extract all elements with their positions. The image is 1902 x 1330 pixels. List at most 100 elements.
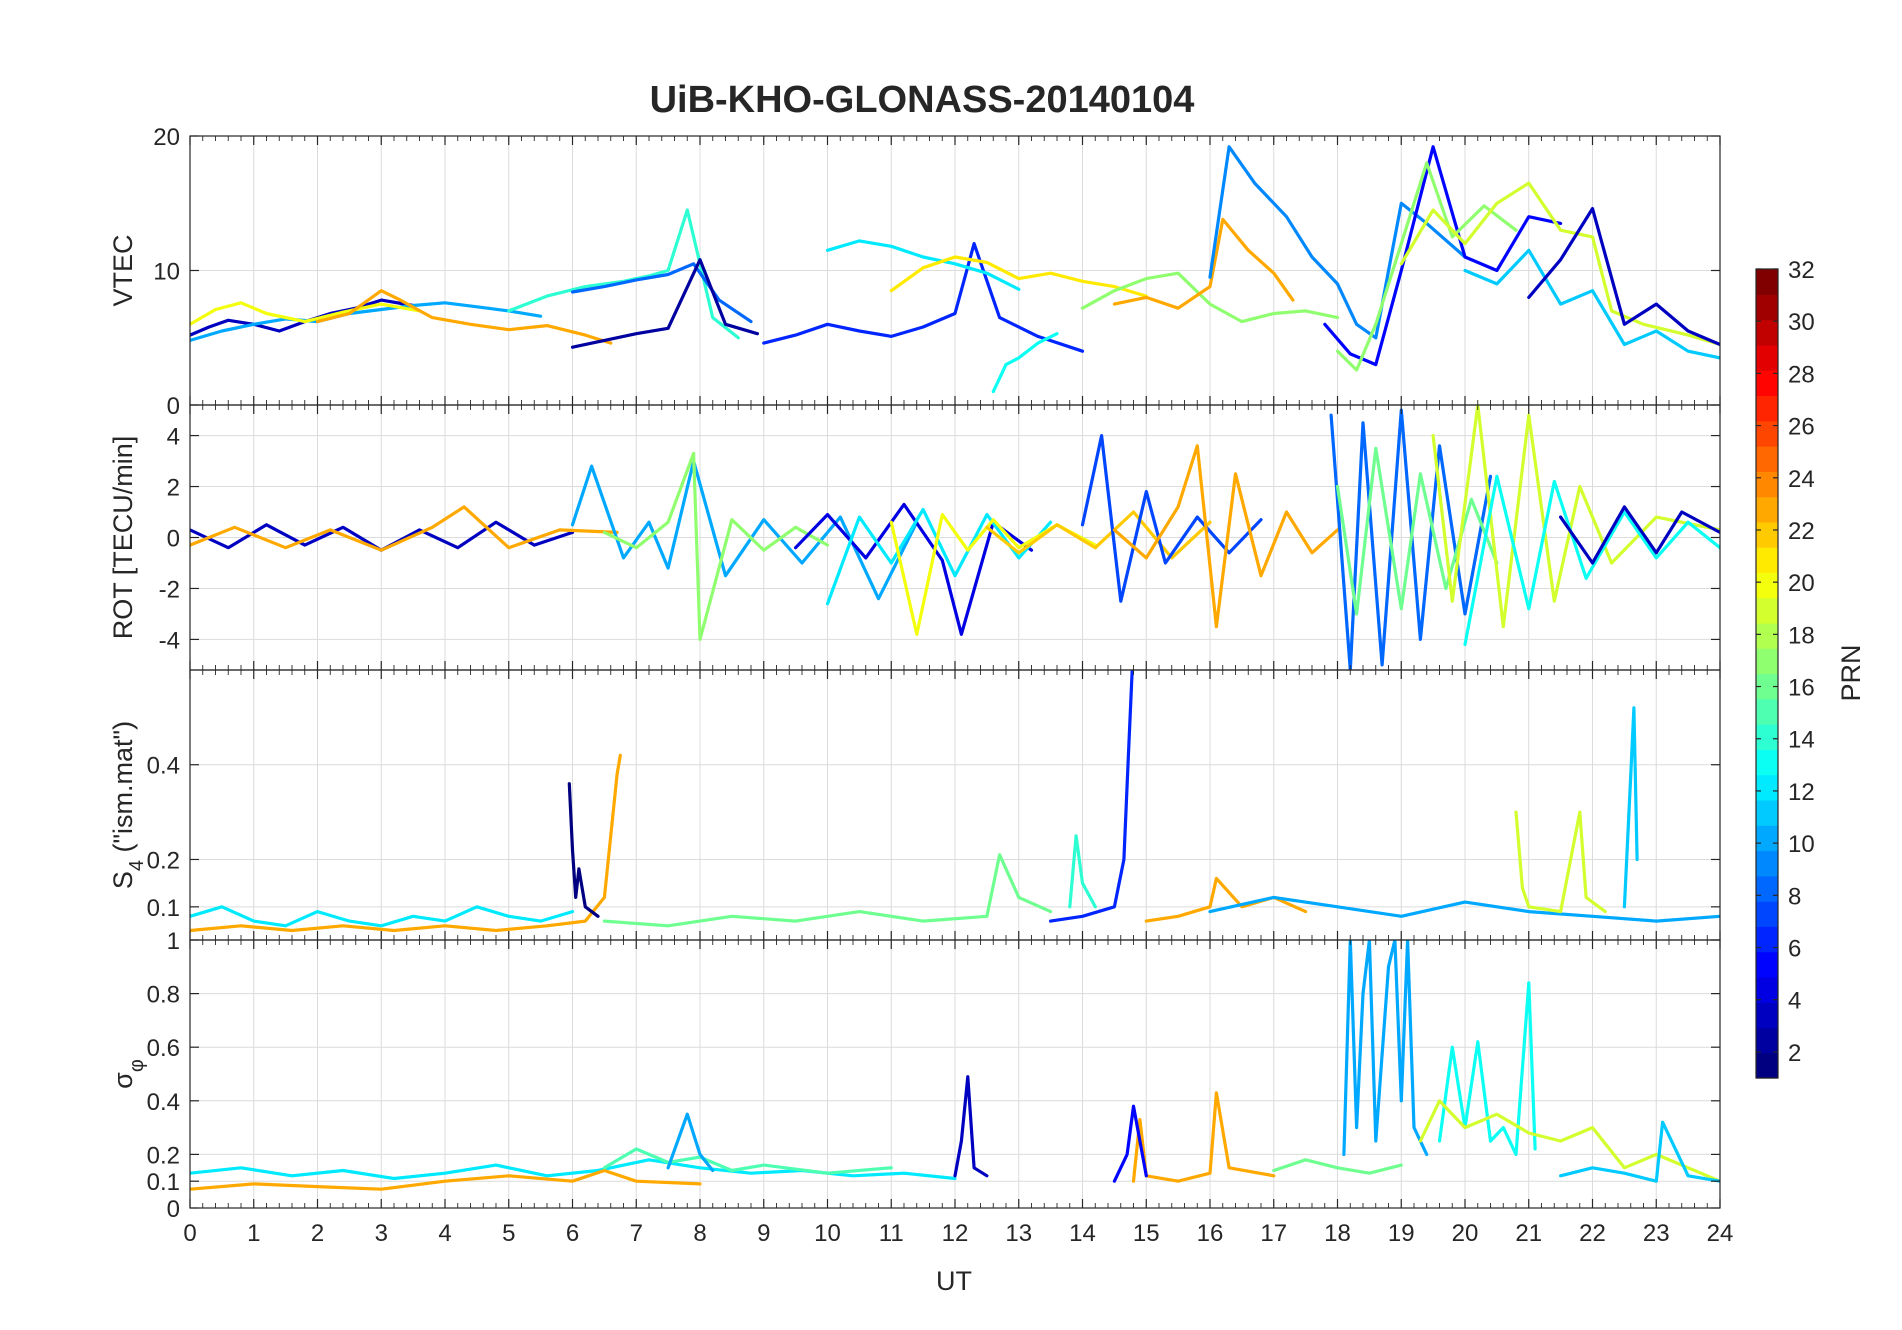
rot-series-line-2 bbox=[570, 459, 919, 601]
x-tick-label: 6 bbox=[566, 1220, 579, 1247]
colorbar-swatch bbox=[1756, 1052, 1778, 1079]
rot-series-line-8 bbox=[1080, 434, 1263, 603]
colorbar-swatch bbox=[1756, 344, 1778, 371]
rot-panel: -4 -2 0 2 4 ROT [TECU/min] bbox=[108, 404, 1721, 671]
colorbar-swatch bbox=[1756, 901, 1778, 927]
rot-series-line-4 bbox=[793, 502, 1034, 636]
colorbar-tick-label: 10 bbox=[1788, 831, 1815, 858]
rot-series-line-9 bbox=[1112, 444, 1340, 629]
vtec-series bbox=[190, 145, 1720, 394]
x-tick-label: 22 bbox=[1579, 1220, 1606, 1247]
rot-grid bbox=[189, 405, 1721, 670]
x-tick-label: 24 bbox=[1707, 1220, 1734, 1247]
vtec-series-line-11 bbox=[1080, 271, 1340, 324]
x-tick-label: 8 bbox=[693, 1220, 706, 1247]
vtec-series-line-6 bbox=[570, 258, 760, 349]
x-tick-label: 5 bbox=[502, 1220, 515, 1247]
vtec-y-tick-label: 0 bbox=[167, 393, 180, 420]
vtec-series-line-9 bbox=[889, 255, 1148, 298]
colorbar-swatch bbox=[1756, 319, 1778, 346]
x-tick-label: 20 bbox=[1452, 1220, 1479, 1247]
vtec-y-tick-label: 20 bbox=[153, 124, 180, 151]
vtec-series-line-7 bbox=[762, 242, 1085, 353]
vtec-series-line-5 bbox=[570, 262, 753, 324]
sigma-phi-series-line-2 bbox=[602, 1147, 893, 1175]
s4-y-tick-label: 0.2 bbox=[147, 847, 180, 874]
rot-series-line-3 bbox=[602, 451, 830, 642]
colorbar-tick-label: 12 bbox=[1788, 779, 1815, 806]
s4-series-line-8 bbox=[1514, 810, 1607, 914]
colorbar-swatch bbox=[1756, 774, 1778, 801]
x-tick-label: 15 bbox=[1133, 1220, 1160, 1247]
sigma-phi-series-line-9 bbox=[1418, 1099, 1720, 1183]
vtec-series-line-16 bbox=[1399, 181, 1720, 347]
colorbar-tick-label: 8 bbox=[1788, 883, 1801, 910]
vtec-series-line-13 bbox=[1208, 145, 1467, 340]
rot-ticks bbox=[189, 405, 1721, 670]
vtec-series-line-3 bbox=[315, 289, 613, 345]
vtec-ticks bbox=[189, 135, 1721, 406]
x-tick-label: 21 bbox=[1515, 1220, 1542, 1247]
vtec-series-line-2 bbox=[190, 301, 422, 326]
sigma-phi-y-tick-label: 0.8 bbox=[147, 982, 180, 1009]
colorbar-tick-label: 32 bbox=[1788, 257, 1815, 284]
rot-y-tick-label: 0 bbox=[167, 526, 180, 553]
s4-series-line-3 bbox=[602, 853, 1053, 928]
x-tick-label: 3 bbox=[375, 1220, 388, 1247]
colorbar-swatch bbox=[1756, 370, 1778, 396]
colorbar-swatch bbox=[1756, 622, 1778, 649]
sigma-phi-series-line-7 bbox=[1342, 940, 1429, 1157]
colorbar-swatch bbox=[1756, 850, 1778, 877]
vtec-series-line-14 bbox=[1323, 145, 1563, 367]
sigma-phi-ticks bbox=[189, 939, 1721, 1209]
vtec-series-line-4 bbox=[507, 208, 740, 340]
sigma-phi-series bbox=[190, 940, 1720, 1191]
colorbar-swatch bbox=[1756, 875, 1778, 902]
sigma-phi-series-line-6 bbox=[1112, 1104, 1148, 1183]
rot-series-line-14 bbox=[1558, 505, 1720, 565]
colorbar-swatch bbox=[1756, 951, 1778, 978]
colorbar-tick-label: 28 bbox=[1788, 361, 1815, 388]
vtec-series-line-17 bbox=[1463, 248, 1720, 360]
sigma-phi-y-tick-label: 0.2 bbox=[147, 1142, 180, 1169]
s4-series-line-5 bbox=[1068, 834, 1097, 909]
colorbar-tick-label: 2 bbox=[1788, 1040, 1801, 1067]
colorbar-swatch bbox=[1756, 547, 1778, 573]
s4-series bbox=[190, 670, 1720, 933]
x-tick-label: 14 bbox=[1069, 1220, 1096, 1247]
colorbar-tick-label: 22 bbox=[1788, 518, 1815, 545]
x-tick-label: 11 bbox=[879, 1220, 904, 1247]
colorbar-swatch bbox=[1756, 648, 1778, 675]
colorbar-swatch bbox=[1756, 446, 1778, 472]
colorbar-tick-label: 18 bbox=[1788, 622, 1815, 649]
rot-y-axis-label: ROT [TECU/min] bbox=[108, 436, 138, 640]
vtec-panel: 0 10 20 VTEC bbox=[108, 124, 1721, 420]
rot-y-tick-label: 4 bbox=[167, 424, 180, 451]
x-tick-label: 1 bbox=[247, 1220, 260, 1247]
vtec-series-line-18 bbox=[1527, 207, 1720, 347]
sigma-phi-y-axis-label: σφ bbox=[108, 1059, 148, 1089]
colorbar-swatch bbox=[1756, 572, 1778, 599]
colorbar-swatch bbox=[1756, 825, 1778, 852]
colorbar-swatch bbox=[1756, 294, 1778, 321]
colorbar-swatch bbox=[1756, 420, 1778, 447]
x-axis-label: UT bbox=[936, 1266, 972, 1296]
colorbar-swatch bbox=[1756, 597, 1778, 624]
vtec-y-axis-label: VTEC bbox=[108, 234, 138, 306]
colorbar-tick-label: 24 bbox=[1788, 466, 1815, 493]
rot-series-line-11 bbox=[1335, 446, 1499, 616]
s4-y-tick-label: 0.1 bbox=[147, 895, 180, 922]
x-tick-label: 7 bbox=[630, 1220, 643, 1247]
colorbar-tick-label: 6 bbox=[1788, 936, 1801, 963]
sigma-phi-series-line-8 bbox=[1437, 981, 1537, 1157]
s4-y-tick-label: 0.4 bbox=[147, 753, 180, 780]
s4-series-line-0 bbox=[190, 905, 575, 928]
colorbar-swatch bbox=[1756, 1027, 1778, 1054]
sigma-phi-series-line-4 bbox=[953, 1075, 989, 1178]
x-tick-label: 13 bbox=[1005, 1220, 1032, 1247]
rot-y-tick-label: -4 bbox=[159, 627, 180, 654]
rot-series-line-13 bbox=[1463, 474, 1720, 647]
s4-series-line-4 bbox=[1048, 670, 1134, 923]
sigma-phi-y-tick-label: 0.6 bbox=[147, 1035, 180, 1062]
